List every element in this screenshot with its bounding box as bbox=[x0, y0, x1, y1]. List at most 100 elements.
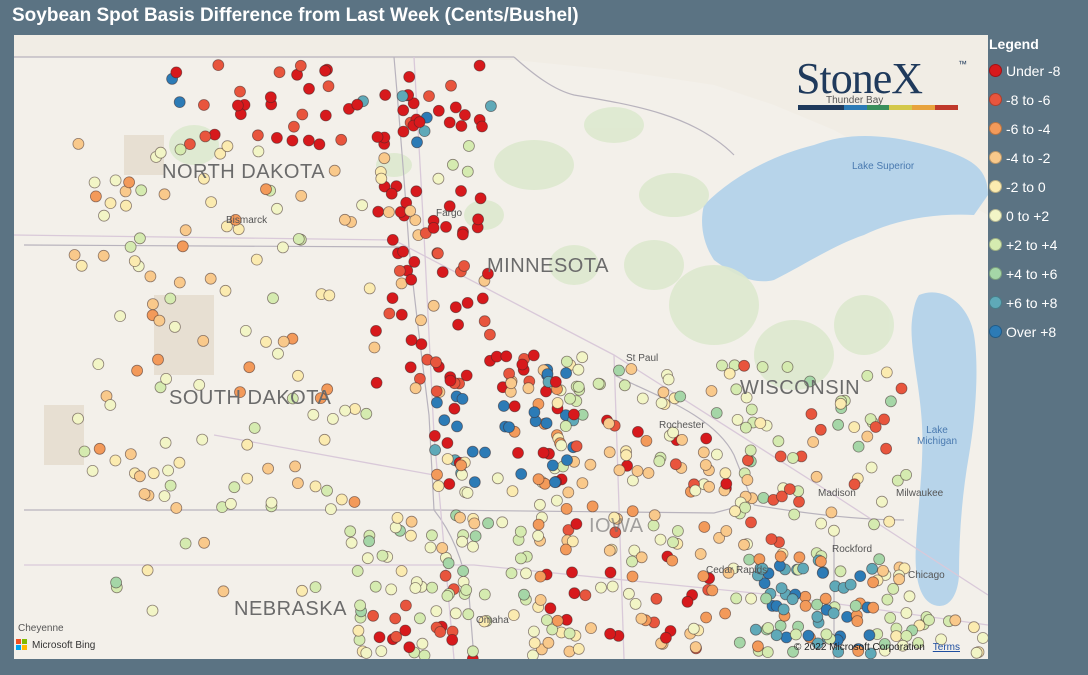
basis-point[interactable] bbox=[491, 472, 504, 485]
basis-point[interactable] bbox=[738, 538, 750, 551]
basis-point[interactable] bbox=[832, 418, 844, 431]
basis-point[interactable] bbox=[635, 551, 648, 564]
basis-point[interactable] bbox=[613, 464, 626, 477]
basis-point[interactable] bbox=[198, 536, 211, 549]
basis-point[interactable] bbox=[762, 622, 774, 634]
basis-point[interactable] bbox=[429, 444, 442, 456]
basis-point[interactable] bbox=[369, 580, 382, 593]
basis-point[interactable] bbox=[603, 417, 615, 430]
basis-point[interactable] bbox=[500, 350, 513, 363]
basis-point[interactable] bbox=[564, 392, 576, 405]
basis-point[interactable] bbox=[286, 392, 299, 405]
basis-point[interactable] bbox=[124, 448, 137, 461]
basis-point[interactable] bbox=[699, 459, 712, 471]
basis-point[interactable] bbox=[461, 165, 474, 178]
basis-point[interactable] bbox=[528, 625, 540, 638]
basis-point[interactable] bbox=[745, 516, 757, 529]
basis-point[interactable] bbox=[527, 349, 540, 362]
basis-point[interactable] bbox=[586, 500, 599, 513]
basis-point[interactable] bbox=[265, 496, 278, 509]
basis-point[interactable] bbox=[730, 383, 743, 396]
basis-point[interactable] bbox=[441, 590, 454, 602]
basis-point[interactable] bbox=[868, 518, 880, 531]
basis-point[interactable] bbox=[867, 601, 880, 614]
legend-item[interactable]: 0 to +2 bbox=[989, 201, 1088, 230]
basis-point[interactable] bbox=[544, 602, 557, 615]
basis-point[interactable] bbox=[395, 308, 408, 321]
basis-point[interactable] bbox=[424, 541, 437, 554]
basis-point[interactable] bbox=[456, 535, 469, 548]
basis-point[interactable] bbox=[318, 433, 331, 446]
basis-point[interactable] bbox=[469, 530, 482, 543]
basis-point[interactable] bbox=[713, 531, 725, 544]
basis-point[interactable] bbox=[93, 442, 106, 455]
basis-point[interactable] bbox=[160, 372, 173, 385]
basis-point[interactable] bbox=[144, 270, 157, 283]
basis-point[interactable] bbox=[441, 437, 454, 449]
basis-point[interactable] bbox=[719, 467, 732, 480]
basis-point[interactable] bbox=[199, 130, 212, 143]
basis-point[interactable] bbox=[404, 204, 417, 217]
basis-point[interactable] bbox=[313, 138, 326, 151]
basis-point[interactable] bbox=[152, 353, 164, 366]
basis-point[interactable] bbox=[890, 630, 903, 642]
basis-point[interactable] bbox=[635, 612, 648, 625]
basis-point[interactable] bbox=[532, 529, 544, 542]
basis-point[interactable] bbox=[815, 555, 827, 568]
basis-point[interactable] bbox=[912, 637, 925, 649]
basis-point[interactable] bbox=[454, 511, 466, 524]
basis-point[interactable] bbox=[371, 131, 384, 143]
basis-point[interactable] bbox=[456, 228, 469, 241]
basis-point[interactable] bbox=[738, 359, 750, 372]
basis-point[interactable] bbox=[164, 479, 177, 492]
basis-point[interactable] bbox=[120, 199, 132, 212]
basis-point[interactable] bbox=[650, 592, 663, 605]
basis-point[interactable] bbox=[86, 464, 99, 477]
basis-point[interactable] bbox=[158, 490, 171, 503]
basis-point[interactable] bbox=[807, 436, 819, 448]
basis-point[interactable] bbox=[383, 307, 396, 320]
basis-point[interactable] bbox=[851, 615, 864, 627]
basis-point[interactable] bbox=[434, 626, 447, 638]
basis-point[interactable] bbox=[720, 477, 733, 490]
basis-point[interactable] bbox=[352, 624, 365, 637]
basis-point[interactable] bbox=[104, 197, 117, 210]
basis-point[interactable] bbox=[774, 450, 787, 463]
basis-point[interactable] bbox=[321, 484, 333, 497]
basis-point[interactable] bbox=[802, 629, 815, 642]
basis-point[interactable] bbox=[449, 101, 462, 114]
basis-point[interactable] bbox=[864, 647, 877, 659]
basis-point[interactable] bbox=[478, 315, 491, 328]
basis-point[interactable] bbox=[405, 515, 418, 528]
basis-point[interactable] bbox=[264, 91, 277, 104]
basis-point[interactable] bbox=[608, 511, 621, 524]
basis-point[interactable] bbox=[403, 71, 416, 83]
basis-point[interactable] bbox=[592, 377, 605, 390]
basis-point[interactable] bbox=[302, 134, 315, 147]
basis-point[interactable] bbox=[75, 259, 88, 272]
basis-point[interactable] bbox=[363, 535, 376, 548]
basis-point[interactable] bbox=[104, 399, 117, 411]
basis-point[interactable] bbox=[852, 440, 865, 453]
basis-point[interactable] bbox=[319, 109, 332, 122]
basis-point[interactable] bbox=[570, 440, 583, 453]
basis-point[interactable] bbox=[546, 623, 559, 636]
basis-point[interactable] bbox=[572, 643, 585, 655]
basis-point[interactable] bbox=[231, 99, 244, 112]
basis-point[interactable] bbox=[698, 521, 711, 533]
basis-point[interactable] bbox=[399, 599, 412, 612]
basis-point[interactable] bbox=[458, 260, 471, 272]
basis-point[interactable] bbox=[476, 120, 488, 133]
basis-point[interactable] bbox=[427, 221, 440, 234]
basis-point[interactable] bbox=[655, 397, 668, 409]
basis-point[interactable] bbox=[694, 548, 707, 560]
basis-point[interactable] bbox=[404, 529, 417, 542]
basis-point[interactable] bbox=[572, 380, 585, 393]
basis-point[interactable] bbox=[626, 555, 638, 568]
basis-point[interactable] bbox=[572, 363, 585, 376]
legend-item[interactable]: Under -8 bbox=[989, 56, 1088, 85]
basis-point[interactable] bbox=[923, 614, 935, 626]
basis-point[interactable] bbox=[382, 206, 395, 219]
basis-point[interactable] bbox=[468, 517, 481, 530]
basis-point[interactable] bbox=[442, 557, 455, 570]
